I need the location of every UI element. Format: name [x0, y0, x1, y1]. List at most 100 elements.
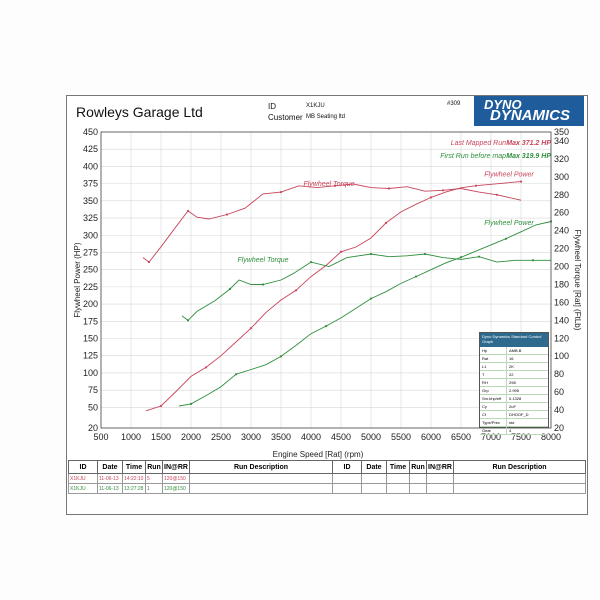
y-right-tick-label: 340 — [554, 136, 569, 146]
inset-title: Dyno Dynamics Standard Control Graph — [480, 333, 548, 347]
inset-key: Rat — [480, 355, 507, 362]
data-point-first-run-power — [279, 355, 283, 358]
inset-value: 16 — [509, 356, 514, 361]
inset-value: 298 — [509, 380, 516, 385]
inset-value: 2K — [509, 364, 514, 369]
x-axis-label: Engine Speed [Rat] (rpm) — [273, 450, 364, 459]
data-point-first-run-torque — [228, 287, 232, 291]
inset-key: Cf — [480, 411, 507, 418]
col-header: Run — [409, 460, 427, 474]
run-id: X1KJU — [68, 483, 98, 494]
y-right-tick-label: 160 — [554, 297, 569, 307]
inset-row: Cf DHOOF_D — [480, 411, 548, 419]
data-point-first-run-power — [369, 297, 373, 300]
table-row[interactable]: X1KJU 11-06-13 14:22:10 5 120@150 — [68, 473, 586, 484]
run-description — [189, 483, 333, 494]
data-point-last-mapped-torque — [225, 213, 229, 216]
inset-row: Gear 4 — [480, 427, 548, 435]
inset-row: RH 298 — [480, 379, 548, 387]
inset-key: Cy — [480, 403, 507, 410]
series-line-last-mapped-power — [145, 181, 522, 412]
col-header: Run — [145, 460, 163, 474]
y-right-tick-label: 350 — [554, 127, 569, 137]
x-tick-label: 1000 — [121, 432, 141, 442]
y-left-tick-label: 275 — [83, 247, 98, 257]
x-tick-label: 6000 — [421, 432, 441, 442]
y-left-tick-label: 175 — [83, 316, 98, 326]
data-point-last-mapped-power — [519, 180, 523, 183]
y-left-tick-label: 425 — [83, 144, 98, 154]
y-left-tick-label: 150 — [83, 334, 98, 344]
col-header: Date — [97, 460, 123, 474]
y-left-tick-label: 75 — [88, 385, 98, 395]
logo-line-1: DYNO — [484, 97, 522, 112]
y-left-tick-label: 225 — [83, 282, 98, 292]
col-header: IN@RR — [162, 460, 190, 474]
y-right-tick-label: 20 — [554, 423, 564, 433]
inset-value: 2uF — [509, 404, 516, 409]
curve-annotation: Flywheel Power — [484, 220, 534, 227]
empty-cell — [453, 483, 586, 494]
run-number: 1 — [145, 483, 163, 494]
data-point-first-run-power — [459, 256, 463, 259]
run-id: X1KJU — [68, 473, 98, 484]
curve-annotation: Flywheel Torque — [303, 181, 354, 188]
marker-layer — [147, 180, 553, 408]
table-row[interactable]: X1KJU 11-06-13 13:27:28 1 120@150 — [68, 483, 586, 494]
inset-row: L1 2K — [480, 363, 548, 371]
col-header: ID — [332, 460, 362, 474]
run-date: 11-06-13 — [97, 473, 123, 484]
data-point-first-run-power — [504, 237, 508, 240]
dyno-sheet — [66, 95, 588, 515]
y-left-tick-label: 325 — [83, 213, 98, 223]
data-point-last-mapped-power — [204, 366, 208, 369]
x-tick-label: 3500 — [271, 432, 291, 442]
empty-cell — [361, 483, 387, 494]
data-point-last-mapped-power — [429, 196, 433, 199]
data-point-first-run-torque — [531, 259, 535, 262]
x-tick-label: 2000 — [181, 432, 201, 442]
inset-row: Grp 2.995 — [480, 387, 548, 395]
empty-cell — [453, 473, 586, 484]
series-line-last-mapped-torque — [142, 183, 522, 263]
inset-value: AMB.B — [509, 348, 522, 353]
run-inrr: 120@150 — [162, 483, 190, 494]
y-left-tick-label: 100 — [83, 368, 98, 378]
col-header: Run Description — [189, 460, 333, 474]
inset-key: L1 — [480, 363, 507, 370]
data-point-first-run-torque — [369, 252, 373, 256]
series-line-first-run-power — [178, 221, 552, 407]
data-point-first-run-torque — [423, 252, 427, 256]
x-tick-label: 8000 — [541, 432, 561, 442]
y-right-tick-label: 320 — [554, 154, 569, 164]
y-right-tick-label: 180 — [554, 279, 569, 289]
company-name: Rowleys Garage Ltd — [76, 104, 203, 120]
y-right-tick-label: 260 — [554, 208, 569, 218]
y-left-axis-label: Flywheel Power (HP) — [73, 242, 82, 317]
data-point-first-run-power — [234, 373, 238, 376]
runs-header-row: ID Date Time Run IN@RR Run Description I… — [68, 460, 586, 474]
empty-cell — [409, 473, 427, 484]
y-right-tick-label: 100 — [554, 351, 569, 361]
run-inrr: 120@150 — [162, 473, 190, 484]
y-right-tick-label: 40 — [554, 405, 564, 415]
x-tick-label: 5000 — [361, 432, 381, 442]
data-point-first-run-torque — [477, 255, 481, 258]
data-point-first-run-power — [324, 325, 328, 328]
x-tick-label: 3000 — [241, 432, 261, 442]
y-left-tick-label: 200 — [83, 299, 98, 309]
col-header: ID — [68, 460, 98, 474]
y-left-tick-label: 300 — [83, 230, 98, 240]
x-tick-label: 6500 — [451, 432, 471, 442]
run-time: 14:22:10 — [122, 473, 146, 484]
data-point-last-mapped-power — [294, 289, 298, 292]
annotation-layer: Flywheel Torque Flywheel Power Flywheel To… — [237, 172, 534, 264]
legend-label-first-run: First Run before map — [440, 153, 506, 160]
data-point-last-mapped-torque — [387, 187, 391, 190]
y-right-axis-label: Flywheel Torque [Rat] (FtLb) — [573, 230, 582, 331]
empty-cell — [332, 483, 362, 494]
y-right-tick-label: 300 — [554, 172, 569, 182]
inset-value: 0.1328 — [509, 396, 522, 401]
y-right-tick-label: 240 — [554, 226, 569, 236]
